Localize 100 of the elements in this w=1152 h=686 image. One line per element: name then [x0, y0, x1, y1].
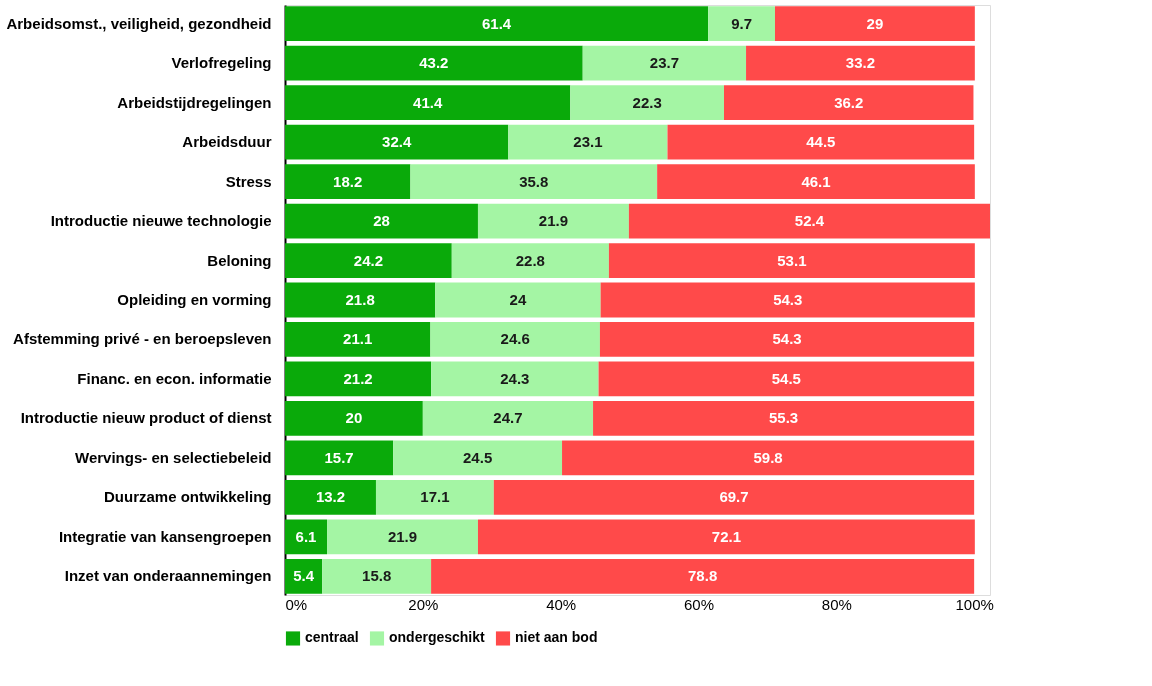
data-label: 24.5: [463, 448, 493, 466]
y-tick-label: Integratie van kansengroepen: [58, 527, 272, 545]
data-label: 54.3: [773, 291, 803, 308]
data-label: 15.8: [362, 567, 392, 585]
data-label: 21.9: [387, 527, 418, 545]
x-tick-label: 40%: [546, 595, 577, 613]
data-label: 5.4: [293, 567, 315, 585]
bar: [285, 322, 431, 357]
bar: [285, 85, 571, 120]
data-label: 18.2: [333, 172, 363, 190]
y-tick-label: Arbeidsomst., veiligheid, gezondheid: [6, 14, 272, 32]
y-tick-label: Stress: [225, 172, 272, 190]
legend-label: niet aan bod: [515, 629, 598, 646]
y-tick-label: Introductie nieuw product of dienst: [20, 409, 272, 427]
bar: [723, 85, 974, 120]
y-tick-label: Introductie nieuwe technologie: [50, 212, 272, 230]
bar: [477, 203, 629, 239]
data-label: 23.1: [573, 133, 603, 151]
data-label: 46.1: [801, 172, 831, 190]
data-label: 55.3: [769, 409, 799, 427]
bar: [410, 164, 658, 199]
data-label: 9.7: [731, 14, 752, 32]
bar: [477, 519, 975, 555]
data-label: 15.7: [324, 448, 354, 466]
legend-label: ondergeschikt: [389, 629, 486, 646]
y-tick-label: Inzet van onderaannemingen: [64, 567, 272, 585]
data-label: 22.8: [515, 251, 545, 269]
data-label: 43.2: [419, 54, 449, 72]
bar: [285, 480, 376, 515]
data-label: 59.8: [753, 448, 783, 466]
bar: [508, 124, 668, 160]
bar: [285, 203, 478, 239]
bar: [593, 401, 975, 436]
bar: [285, 6, 709, 41]
data-label: 20: [345, 409, 363, 427]
bar: [430, 322, 600, 357]
y-tick-label: Verlofregeling: [171, 54, 272, 72]
data-label: 24.6: [500, 330, 530, 348]
bar: [570, 85, 724, 120]
data-label: 22.3: [632, 93, 662, 111]
bar: [285, 282, 436, 318]
data-label: 21.9: [538, 212, 569, 230]
y-tick-label: Duurzame ontwikkeling: [103, 488, 272, 506]
data-label: 23.7: [649, 54, 679, 72]
y-tick-label: Opleiding en vorming: [117, 291, 272, 308]
data-label: 54.3: [772, 330, 802, 348]
bar: [422, 401, 594, 436]
data-label: 24.2: [353, 251, 383, 269]
data-label: 53.1: [777, 251, 807, 269]
bar: [285, 124, 509, 160]
data-label: 21.2: [343, 369, 373, 387]
bar: [285, 440, 394, 476]
data-label: 33.2: [845, 54, 876, 72]
data-label: 6.1: [295, 527, 317, 545]
bar: [322, 559, 432, 594]
data-label: 13.2: [315, 488, 346, 506]
bar: [708, 6, 775, 41]
data-label: 54.5: [771, 369, 801, 387]
data-label: 78.8: [688, 567, 718, 585]
bar: [435, 282, 601, 318]
y-tick-label: Wervings- en selectiebeleid: [75, 448, 272, 466]
x-tick-label: 80%: [821, 595, 852, 613]
legend-label: centraal: [305, 629, 359, 646]
bar: [562, 440, 975, 476]
bar: [285, 401, 423, 436]
data-label: 29: [866, 14, 884, 32]
data-label: 32.4: [382, 133, 412, 151]
y-tick-label: Financ. en econ. informatie: [77, 369, 272, 387]
data-label: 17.1: [420, 488, 450, 506]
data-label: 24: [509, 291, 527, 308]
x-tick-label: 0%: [285, 595, 308, 613]
bar: [451, 243, 609, 278]
data-label: 24.3: [500, 369, 530, 387]
data-label: 28: [373, 212, 390, 230]
bar: [285, 243, 452, 278]
data-label: 35.8: [519, 172, 549, 190]
bar: [657, 164, 975, 199]
x-tick-label: 20%: [408, 595, 439, 613]
data-label: 61.4: [481, 14, 512, 32]
bar: [493, 480, 975, 515]
bar: [375, 480, 494, 515]
y-tick-label: Beloning: [207, 251, 272, 269]
bar: [774, 6, 975, 41]
bar: [431, 559, 975, 594]
bar: [327, 519, 478, 555]
data-label: 72.1: [711, 527, 741, 545]
x-tick-label: 60%: [683, 595, 715, 613]
bar: [599, 322, 975, 357]
data-label: 36.2: [834, 93, 864, 111]
bar: [285, 45, 583, 81]
bar: [608, 243, 975, 278]
bar: [598, 361, 975, 397]
bar: [746, 45, 975, 81]
bar: [285, 164, 411, 199]
data-label: 44.5: [806, 133, 836, 151]
bar: [667, 124, 975, 160]
y-tick-label: Afstemming privé - en beroepsleven: [13, 330, 272, 348]
y-tick-label: Arbeidstijdregelingen: [117, 93, 272, 111]
data-label: 41.4: [413, 93, 443, 111]
y-tick-label: Arbeidsduur: [182, 133, 272, 151]
